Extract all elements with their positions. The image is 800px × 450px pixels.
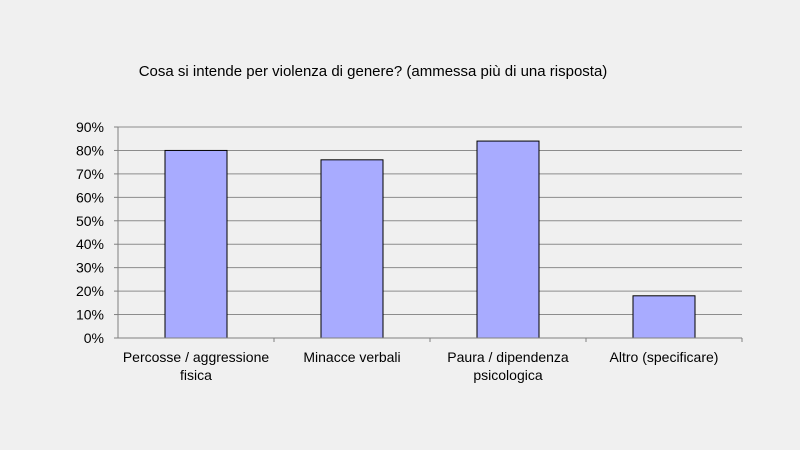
x-category-label: fisica xyxy=(180,367,212,383)
y-tick-label: 40% xyxy=(76,236,104,252)
bar xyxy=(476,140,540,339)
y-tick-labels: 0% 10% 20% 30% 40% 50% 60% 70% 80% 90% xyxy=(76,119,104,346)
y-tick-label: 20% xyxy=(76,283,104,299)
x-category-label: Percosse / aggressione xyxy=(123,349,270,365)
y-tick-label: 90% xyxy=(76,119,104,135)
bars xyxy=(164,140,696,339)
x-category-labels: Percosse / aggressione fisica Minacce verb… xyxy=(123,349,719,383)
y-tick-label: 30% xyxy=(76,260,104,276)
y-tick-label: 50% xyxy=(76,213,104,229)
x-category-label: Minacce verbali xyxy=(303,349,400,365)
y-tick-label: 0% xyxy=(84,330,104,346)
bar xyxy=(164,149,228,339)
axes xyxy=(114,126,743,342)
bar xyxy=(320,159,384,339)
y-tick-label: 10% xyxy=(76,307,104,323)
x-category-label: Paura / dipendenza xyxy=(447,349,569,365)
chart-title: Cosa si intende per violenza di genere? … xyxy=(139,63,608,80)
x-category-label: psicologica xyxy=(473,367,542,383)
bar xyxy=(632,295,696,339)
y-tick-label: 60% xyxy=(76,189,104,205)
y-tick-label: 70% xyxy=(76,166,104,182)
y-tick-label: 80% xyxy=(76,142,104,158)
x-category-label: Altro (specificare) xyxy=(610,349,719,365)
